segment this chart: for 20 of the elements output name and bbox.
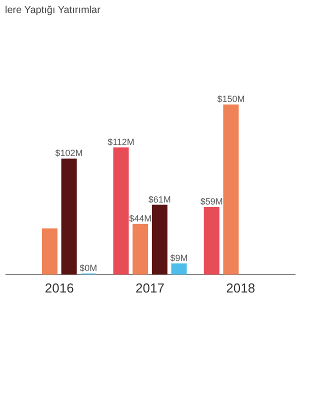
bar (223, 104, 239, 274)
bar (171, 263, 187, 274)
bar (113, 147, 129, 274)
data-label: $9M (170, 252, 188, 263)
data-label: $59M (200, 196, 223, 207)
data-label: $44M (129, 213, 152, 224)
data-label: $61M (148, 194, 171, 204)
data-label: $102M (55, 148, 83, 158)
bar (61, 158, 77, 274)
x-tick-label: 2018 (226, 280, 256, 296)
chart-title: lere Yaptığı Yatırımlar (5, 5, 102, 16)
bar (132, 224, 148, 274)
x-tick-label: 2016 (44, 280, 74, 296)
bar (42, 228, 58, 274)
x-tick-label: 2017 (136, 280, 164, 296)
data-label: $0M (80, 263, 98, 273)
bar (204, 207, 220, 274)
bar (152, 204, 168, 274)
data-label: $150M (217, 94, 245, 104)
data-label: $112M (108, 136, 134, 147)
